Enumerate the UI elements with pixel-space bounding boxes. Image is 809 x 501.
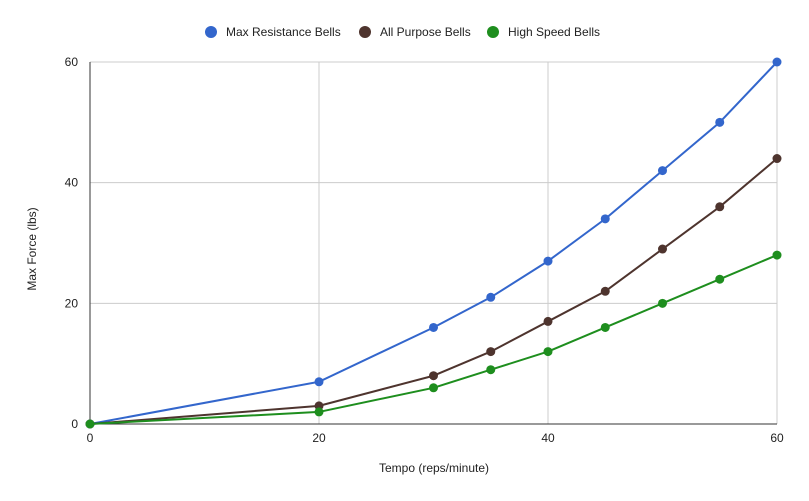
data-point xyxy=(600,322,610,332)
x-axis-title: Tempo (reps/minute) xyxy=(379,461,489,475)
data-point xyxy=(772,154,782,164)
data-point xyxy=(658,166,667,176)
legend-label: High Speed Bells xyxy=(508,25,600,39)
legend-marker xyxy=(205,26,217,38)
data-point xyxy=(543,256,553,266)
data-point xyxy=(314,407,324,417)
data-point xyxy=(658,244,667,254)
x-tick-label: 60 xyxy=(770,431,784,445)
y-axis-title: Max Force (lbs) xyxy=(25,207,39,290)
series-line xyxy=(89,254,778,425)
legend-item: Max Resistance Bells xyxy=(205,25,341,39)
series-line xyxy=(89,61,778,425)
y-tick-label: 0 xyxy=(71,417,78,431)
data-point xyxy=(772,250,782,260)
tick-labels: 0 20 40 60 0 20 40 60 xyxy=(65,55,784,445)
legend-item: High Speed Bells xyxy=(487,25,600,39)
legend-label: All Purpose Bells xyxy=(380,25,471,39)
data-point xyxy=(600,286,610,296)
x-tick-label: 40 xyxy=(541,431,555,445)
data-point xyxy=(486,347,496,357)
x-tick-label: 20 xyxy=(312,431,326,445)
data-point xyxy=(543,316,553,326)
x-tick-label: 0 xyxy=(87,431,94,445)
legend-marker xyxy=(359,26,371,38)
data-point xyxy=(715,202,725,212)
legend-label: Max Resistance Bells xyxy=(226,25,341,39)
legend: Max Resistance Bells All Purpose Bells Hig… xyxy=(205,25,600,39)
data-point xyxy=(429,383,438,393)
data-point xyxy=(429,322,438,332)
y-tick-label: 40 xyxy=(65,176,79,190)
data-point xyxy=(429,371,438,381)
data-point xyxy=(314,377,324,387)
data-point xyxy=(486,365,496,375)
y-tick-label: 20 xyxy=(65,296,79,310)
data-point xyxy=(600,214,610,224)
data-point xyxy=(772,57,782,67)
data-point xyxy=(658,298,667,308)
series-layer xyxy=(85,57,782,429)
data-point xyxy=(715,117,725,127)
data-point xyxy=(486,292,496,302)
axes xyxy=(89,62,777,425)
data-point xyxy=(715,274,725,284)
data-point xyxy=(543,347,553,357)
legend-marker xyxy=(487,26,499,38)
gridlines xyxy=(90,61,778,424)
y-tick-label: 60 xyxy=(65,55,79,69)
data-point xyxy=(85,419,95,429)
legend-item: All Purpose Bells xyxy=(359,25,471,39)
